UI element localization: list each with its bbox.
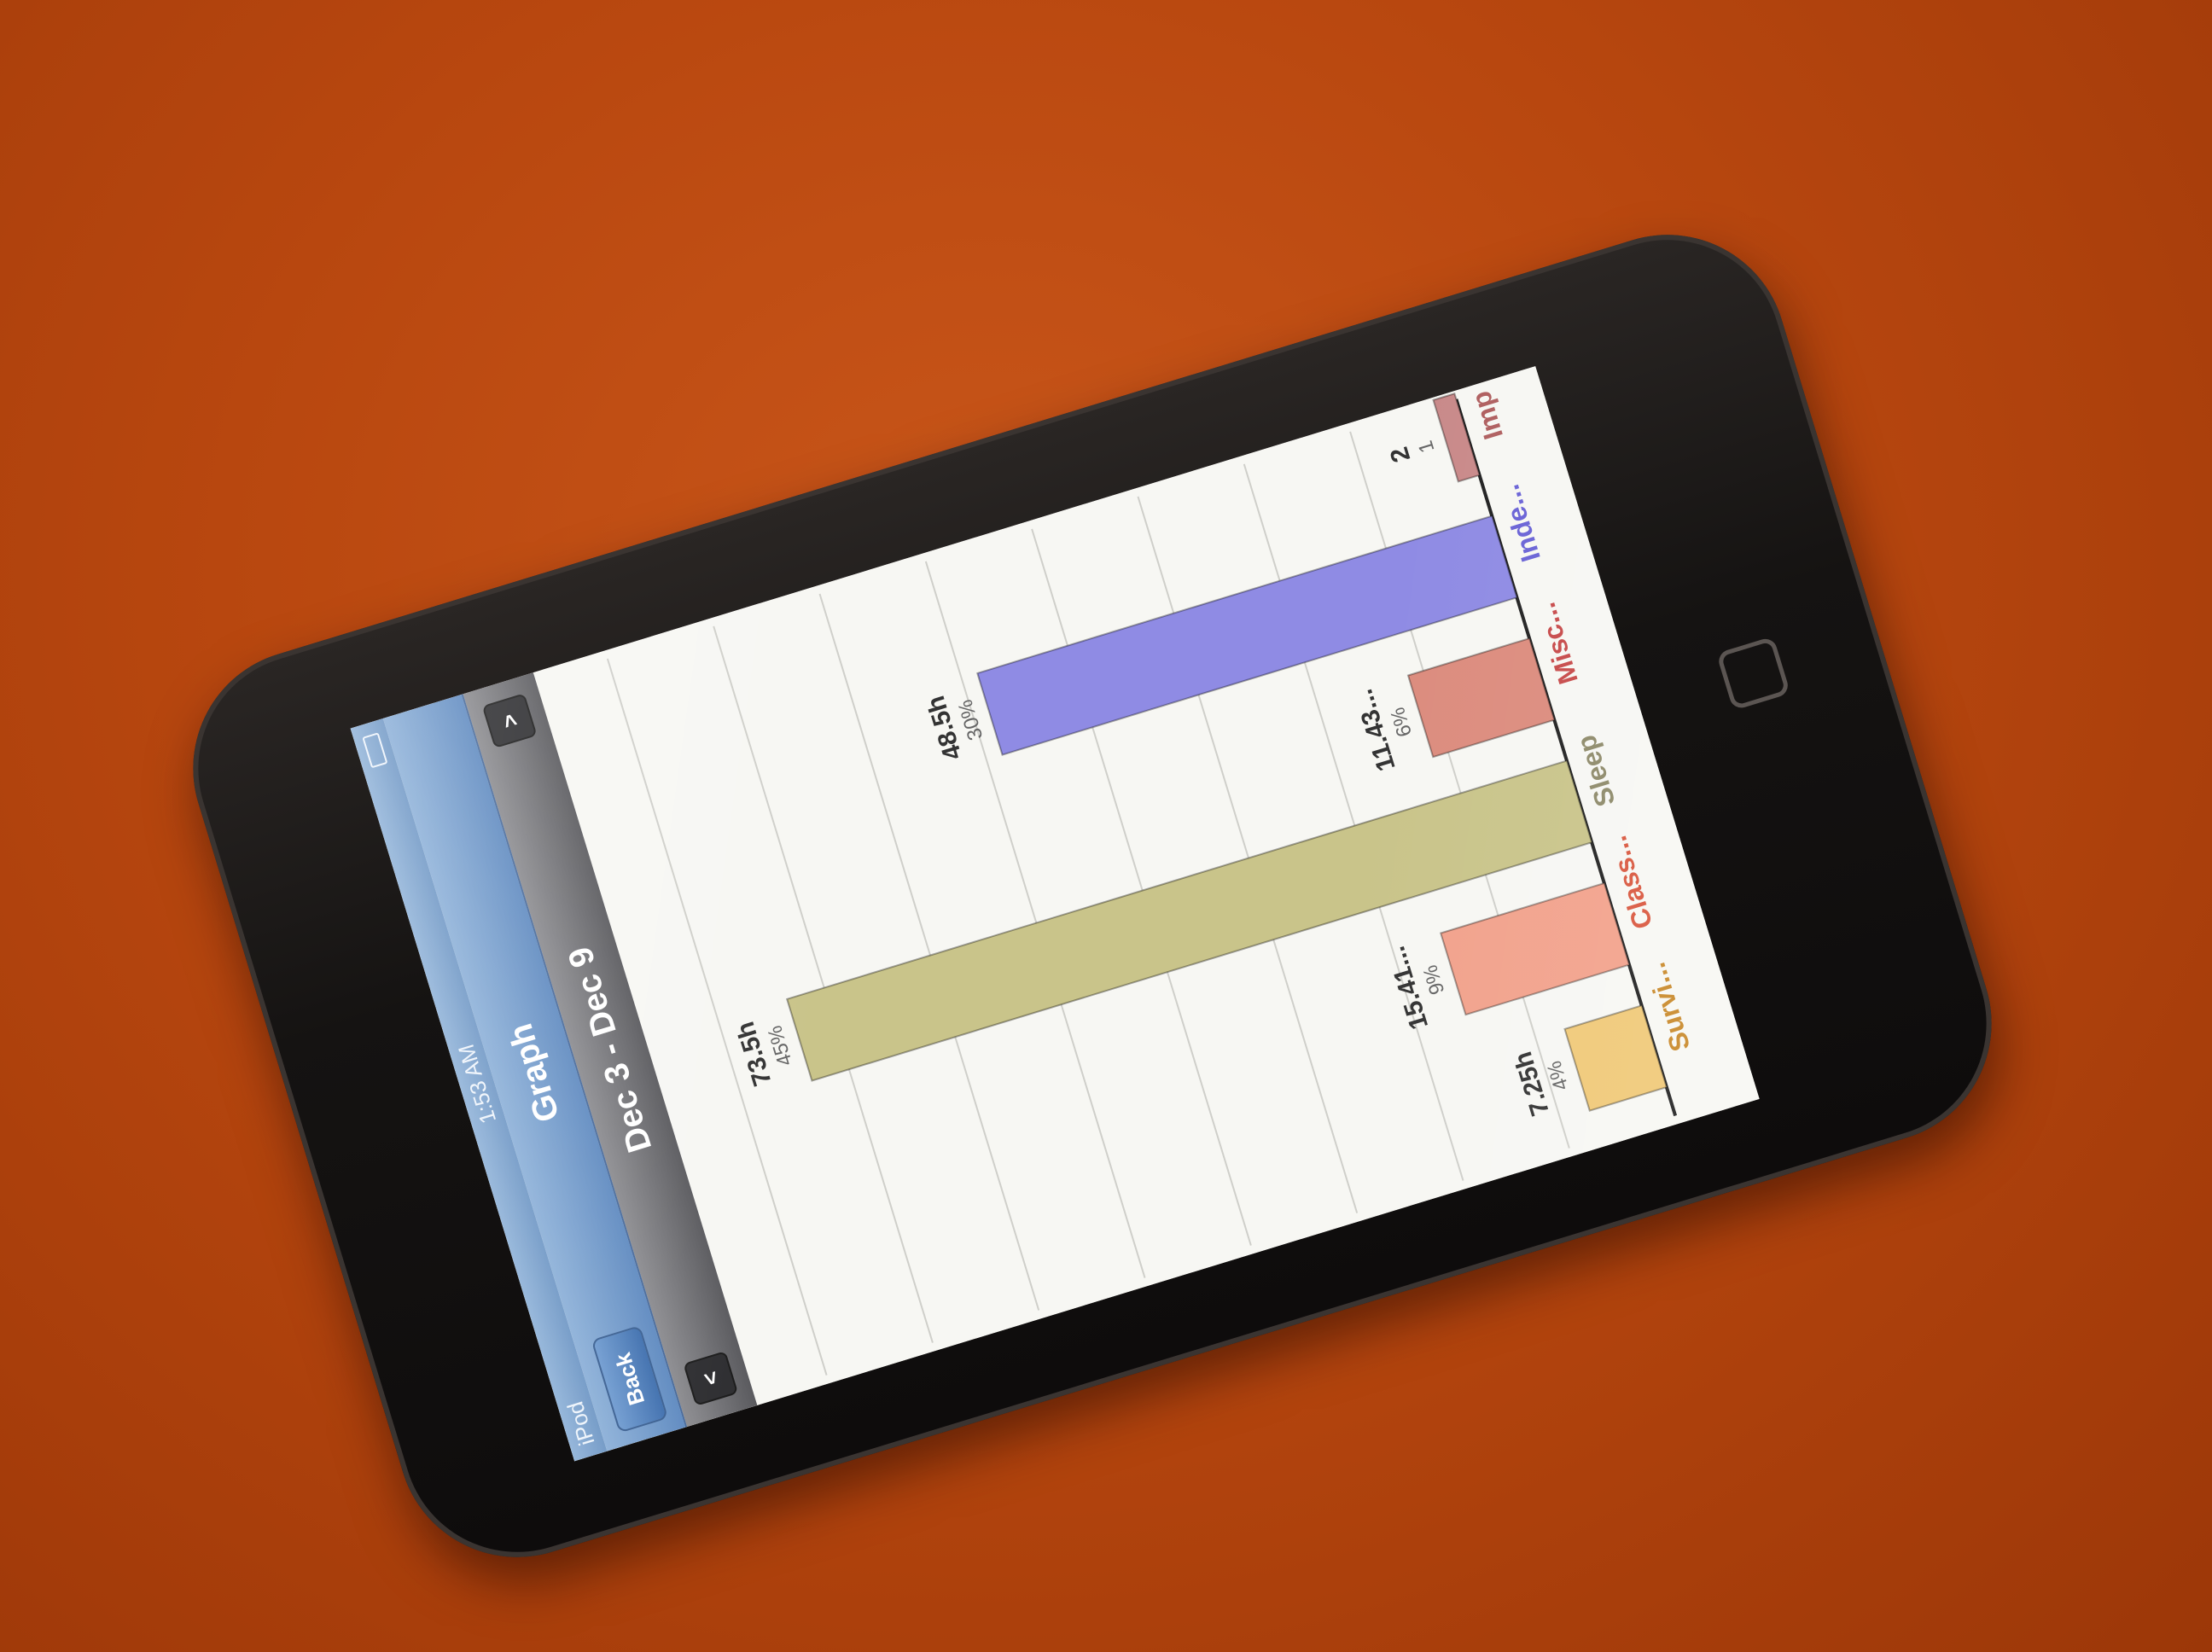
page-title: Graph — [501, 1019, 567, 1127]
home-button[interactable] — [1715, 636, 1791, 711]
bar-1[interactable] — [1439, 881, 1631, 1016]
grid-line — [818, 593, 1040, 1311]
app-display: iPod 1:53 AM Back Graph < Dec 3 - Dec 9 … — [350, 366, 1760, 1462]
bar-3[interactable] — [1406, 637, 1556, 759]
value-label: 2 — [1385, 444, 1416, 466]
bar-2[interactable] — [785, 759, 1593, 1082]
battery-icon — [362, 732, 388, 769]
grid-line — [713, 625, 934, 1343]
grid-line — [924, 561, 1146, 1278]
ipod-device: iPod 1:53 AM Back Graph < Dec 3 - Dec 9 … — [163, 205, 2022, 1587]
percent-label: 1 — [1414, 438, 1440, 456]
back-button[interactable]: Back — [591, 1324, 669, 1434]
bar-chart: 7.25h4%Survi...15.41...9%Class...73.5h45… — [606, 387, 1696, 1376]
grid-line — [606, 658, 828, 1376]
category-label: Imp — [1465, 387, 1509, 443]
next-week-button[interactable]: > — [481, 693, 538, 749]
bar-5[interactable] — [1432, 392, 1481, 483]
prev-week-button[interactable]: < — [683, 1350, 739, 1406]
device-screen: iPod 1:53 AM Back Graph < Dec 3 - Dec 9 … — [350, 366, 1760, 1462]
bar-0[interactable] — [1563, 1004, 1668, 1112]
bar-4[interactable] — [976, 515, 1518, 756]
